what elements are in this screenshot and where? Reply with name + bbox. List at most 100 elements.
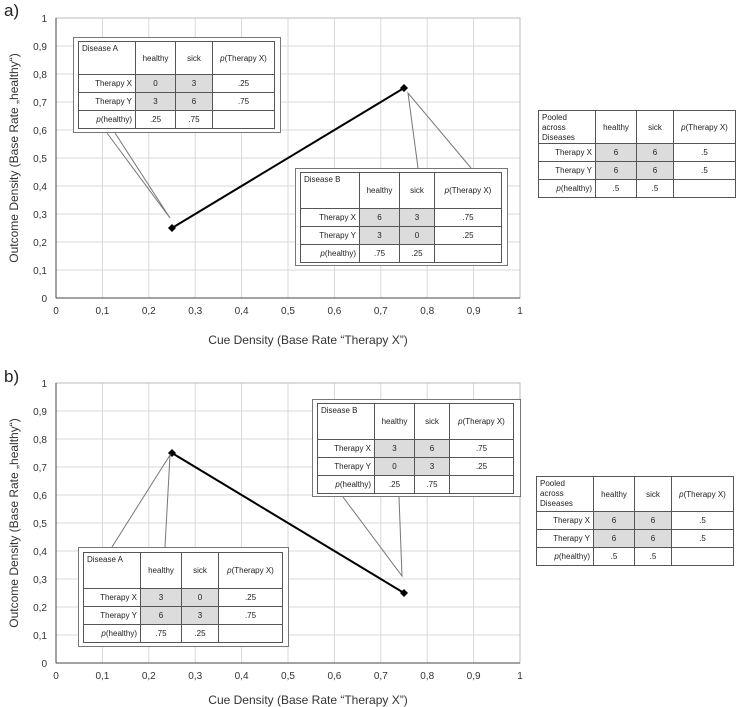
table-cell: .75 [140, 624, 182, 643]
table-header-row: Pooled across Diseases healthy sick p(Thera… [538, 110, 736, 144]
x-tick-label: 0,8 [420, 306, 434, 317]
table-cell: 6 [140, 606, 182, 625]
column-header: healthy [359, 172, 400, 209]
table-cell: .75 [218, 606, 283, 625]
table-cell [218, 624, 283, 643]
pooled-table: Pooled across Diseases healthy sick p(Thera… [538, 110, 736, 198]
x-tick-label: 0,5 [281, 671, 295, 682]
table-cell: .5 [595, 179, 637, 198]
table-cell [434, 244, 502, 263]
x-tick-label: 0,7 [374, 671, 388, 682]
y-tick-label: 0,3 [33, 210, 47, 221]
row-label: Therapy X [317, 439, 375, 458]
row-label: Therapy X [538, 143, 596, 162]
table-row: Therapy X 6 6.5 [538, 143, 736, 162]
x-tick-label: 0,5 [281, 306, 295, 317]
x-tick-label: 0,4 [235, 306, 249, 317]
x-tick-label: 0,4 [235, 671, 249, 682]
y-tick-label: 0,4 [33, 547, 47, 558]
y-tick-label: 0,3 [33, 575, 47, 586]
table-cell: 3 [181, 606, 219, 625]
x-tick-label: 0,6 [327, 671, 341, 682]
table-cell: .75 [449, 439, 514, 458]
table-cell: 6 [593, 529, 635, 548]
y-tick-label: 0,1 [33, 266, 47, 277]
table-cell [212, 110, 275, 129]
y-tick-label: 0 [41, 659, 47, 670]
row-label: Therapy X [78, 74, 136, 93]
table-cell: 6 [636, 143, 674, 162]
column-header: sick [399, 172, 435, 209]
x-tick-label: 1 [517, 306, 523, 317]
y-tick-label: 0,8 [33, 70, 47, 81]
table-row: p(healthy) .75.25 [300, 244, 502, 263]
column-header: sick [634, 476, 672, 512]
x-axis-label: Cue Density (Base Rate “Therapy X”) [208, 693, 407, 707]
row-label: p(healthy) [300, 244, 360, 263]
table-cell: 3 [414, 457, 450, 476]
y-tick-label: 0,6 [33, 126, 47, 137]
column-header: healthy [140, 552, 182, 589]
y-tick-label: 0,8 [33, 435, 47, 446]
y-tick-label: 0,9 [33, 407, 47, 418]
table-row: Therapy X 3 6.75 [317, 439, 514, 458]
column-header: p(Therapy X) [434, 172, 502, 209]
table-cell: 6 [593, 511, 635, 530]
row-label: Therapy Y [300, 226, 360, 245]
table-cell: 3 [374, 439, 415, 458]
row-label: p(healthy) [538, 179, 596, 198]
row-label: Therapy X [536, 511, 594, 530]
y-axis-label: Outcome Density (Base Rate „healthy“) [7, 53, 21, 262]
table-row: Therapy X 3 0.25 [83, 588, 283, 607]
x-tick-label: 0,1 [95, 671, 109, 682]
table-cell: .5 [671, 529, 734, 548]
x-tick-label: 1 [517, 671, 523, 682]
table-row: p(healthy) .75.25 [83, 624, 283, 643]
y-tick-label: 0,2 [33, 603, 47, 614]
table-name: Pooled across Diseases [536, 476, 594, 512]
panel-label-a: a) [4, 1, 20, 20]
x-tick-label: 0 [53, 306, 59, 317]
row-label: Therapy Y [317, 457, 375, 476]
table-cell: .5 [636, 179, 674, 198]
series-line [171, 452, 405, 594]
table-cell: 0 [374, 457, 415, 476]
x-tick-label: 0,2 [142, 671, 156, 682]
table-cell: .5 [673, 161, 736, 180]
column-header: healthy [135, 41, 176, 75]
y-axis-label: Outcome Density (Base Rate „healthy“) [7, 418, 21, 627]
x-axis-label: Cue Density (Base Rate “Therapy X”) [208, 333, 407, 347]
table-row: Therapy Y 0 3.25 [317, 457, 514, 476]
table-row: Therapy Y 6 6.5 [538, 161, 736, 180]
table-cell: .75 [212, 92, 275, 111]
table-cell: .75 [414, 475, 450, 494]
callout-connector [342, 496, 403, 578]
table-cell: .25 [218, 588, 283, 607]
y-tick-label: 0,4 [33, 182, 47, 193]
row-label: Therapy Y [78, 92, 136, 111]
x-tick-label: 0,9 [467, 306, 481, 317]
x-tick-label: 0,2 [142, 306, 156, 317]
y-tick-label: 1 [41, 14, 47, 25]
table-cell: 6 [634, 529, 672, 548]
table-cell: .75 [359, 244, 400, 263]
table-header-row: Pooled across Diseases healthy sick p(Thera… [536, 476, 734, 512]
table-cell: .25 [399, 244, 435, 263]
table-cell: .25 [135, 110, 176, 129]
row-label: Therapy X [300, 208, 360, 227]
column-header: sick [636, 110, 674, 144]
table-cell: 6 [595, 143, 637, 162]
y-tick-label: 0,5 [33, 519, 47, 530]
table-cell: 3 [175, 74, 213, 93]
column-header: p(Therapy X) [212, 41, 275, 75]
table-cell: 6 [414, 439, 450, 458]
column-header: p(Therapy X) [449, 403, 514, 440]
y-tick-label: 0 [41, 294, 47, 305]
table-row: p(healthy) .25.75 [317, 475, 514, 494]
row-label: p(healthy) [317, 475, 375, 494]
callout-connector [111, 453, 171, 548]
